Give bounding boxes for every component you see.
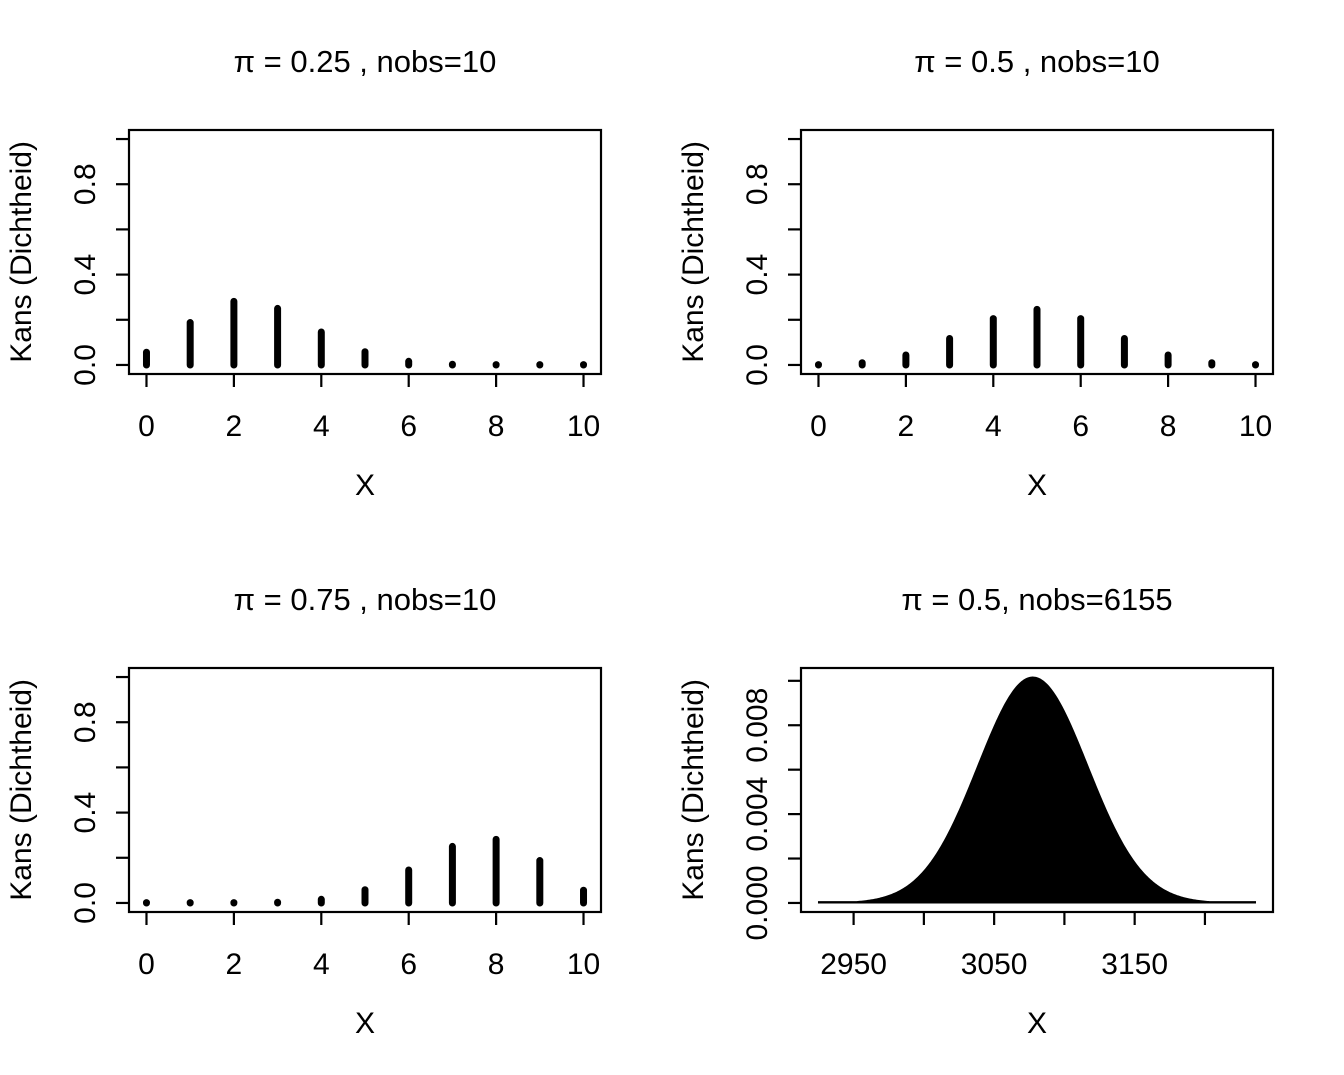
panel-binom-p05: 0 2 4 6 8 10 0.0 0.4 0.8 π = 0.5 , nobs=10 Kans … [672,0,1344,537]
y-axis-label-wrap: Kans (Dichtheid) [3,668,41,912]
panel-binom-p025: 0 2 4 6 8 10 0.0 0.4 0.8 π = 0.25 , nobs=10 Kans… [0,0,672,537]
y-tick-label: 0.008 [741,688,774,763]
y-axis-label-wrap: Kans (Dichtheid) [675,130,713,374]
x-tick-label: 8 [1160,410,1177,443]
y-axis-label: Kans (Dichtheid) [677,679,710,901]
x-axis-label: X [1026,469,1047,502]
y-axis-label: Kans (Dichtheid) [5,141,38,363]
x-tick-label: 10 [567,948,600,981]
x-tick-label: 3050 [961,948,1028,981]
x-tick-label: 3150 [1101,948,1168,981]
x-tick-label: 6 [1072,410,1089,443]
x-tick-label: 2 [898,410,915,443]
x-tick-label: 10 [1239,410,1272,443]
y-tick-label: 0.004 [741,777,774,852]
x-tick-label: 2 [226,410,243,443]
x-axis-label: X [354,1007,375,1040]
panel-title: π = 0.75 , nobs=10 [233,582,497,617]
x-tick-label: 4 [313,948,330,981]
plot-area-binom-p075: 0 2 4 6 8 10 0.0 0.4 0.8 [69,666,603,981]
plot-area-normal-approx: 2950 3050 3150 0.000 0.004 0.008 [741,666,1275,981]
y-tick-label: 0.8 [69,701,102,743]
x-tick-label: 8 [488,410,505,443]
y-tick-label: 0.4 [69,792,102,834]
panel-title: π = 0.5 , nobs=10 [914,44,1160,79]
y-axis-label: Kans (Dichtheid) [677,141,710,363]
x-tick-label: 0 [138,948,155,981]
panel-binom-p075: 0 2 4 6 8 10 0.0 0.4 0.8 π = 0.75 , nobs=10 Kans… [0,538,672,1075]
panel-title: π = 0.5, nobs=6155 [901,582,1173,617]
x-axis-label: X [1026,1007,1047,1040]
y-axis-label-wrap: Kans (Dichtheid) [675,668,713,912]
panel-normal-approx: 2950 3050 3150 0.000 0.004 0.008 π = 0.5, nob… [672,538,1344,1075]
y-tick-label: 0.4 [741,254,774,296]
plot-box [799,666,1275,914]
panel-title: π = 0.25 , nobs=10 [233,44,497,79]
y-axis-label: Kans (Dichtheid) [5,679,38,901]
plot-box [127,128,603,376]
plot-area-binom-p025: 0 2 4 6 8 10 0.0 0.4 0.8 [69,128,603,443]
x-tick-label: 6 [400,410,417,443]
plot-area-binom-p05: 0 2 4 6 8 10 0.0 0.4 0.8 [741,128,1275,443]
y-tick-label: 0.4 [69,254,102,296]
x-tick-label: 2 [226,948,243,981]
y-axis-label-wrap: Kans (Dichtheid) [3,130,41,374]
x-axis-label: X [354,469,375,502]
plot-box [799,128,1275,376]
y-tick-label: 0.000 [741,865,774,940]
x-tick-label: 8 [488,948,505,981]
y-tick-label: 0.0 [69,882,102,924]
x-tick-label: 0 [138,410,155,443]
x-tick-label: 4 [313,410,330,443]
y-tick-label: 0.8 [69,163,102,205]
density-area [817,676,1257,904]
x-tick-label: 2950 [820,948,887,981]
y-tick-label: 0.8 [741,163,774,205]
x-tick-label: 4 [985,410,1002,443]
x-tick-label: 10 [567,410,600,443]
y-tick-label: 0.0 [741,344,774,386]
plot-box [127,666,603,914]
x-tick-label: 6 [400,948,417,981]
x-tick-label: 0 [810,410,827,443]
y-tick-label: 0.0 [69,344,102,386]
